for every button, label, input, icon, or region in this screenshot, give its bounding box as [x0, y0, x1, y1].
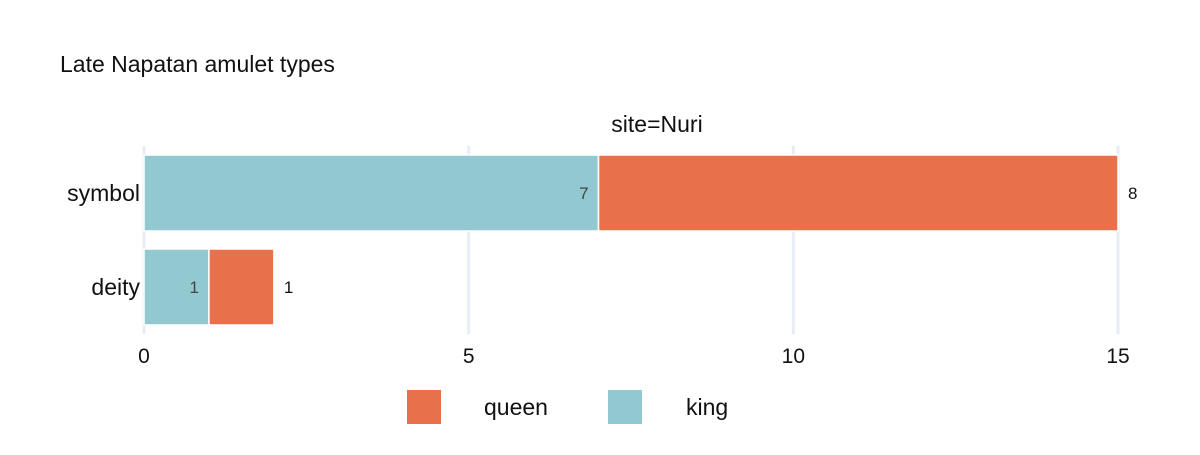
legend-swatch — [407, 390, 441, 424]
y-tick-label: deity — [91, 274, 140, 300]
bar-king-symbol[interactable] — [143, 154, 600, 232]
bar-king-deity[interactable] — [143, 248, 210, 326]
facet-label: site=Nuri — [611, 111, 702, 137]
y-tick-label: symbol — [67, 180, 140, 206]
legend-item-queen[interactable]: queen — [407, 390, 548, 424]
y-axis: symbol deity — [67, 180, 140, 300]
x-tick-label: 5 — [463, 345, 475, 368]
data-label-king-symbol: 7 — [579, 184, 588, 203]
chart-title: Late Napatan amulet types — [60, 51, 335, 77]
legend-swatch — [608, 390, 642, 424]
bars — [143, 154, 1119, 326]
data-label-queen-symbol: 8 — [1128, 184, 1137, 203]
bar-queen-deity[interactable] — [208, 248, 275, 326]
x-tick-label: 15 — [1106, 345, 1129, 368]
legend-item-king[interactable]: king — [608, 390, 728, 424]
x-tick-label: 0 — [138, 345, 150, 368]
data-label-king-deity: 1 — [189, 278, 198, 297]
legend-label: queen — [484, 394, 548, 420]
data-label-queen-deity: 1 — [284, 278, 293, 297]
legend-label: king — [686, 394, 728, 420]
x-axis: 0 5 10 15 — [138, 345, 1130, 368]
bar-queen-symbol[interactable] — [597, 154, 1119, 232]
x-tick-label: 10 — [782, 345, 805, 368]
legend[interactable]: queen king — [407, 390, 728, 424]
data-labels: 7 8 1 1 — [189, 184, 1137, 297]
